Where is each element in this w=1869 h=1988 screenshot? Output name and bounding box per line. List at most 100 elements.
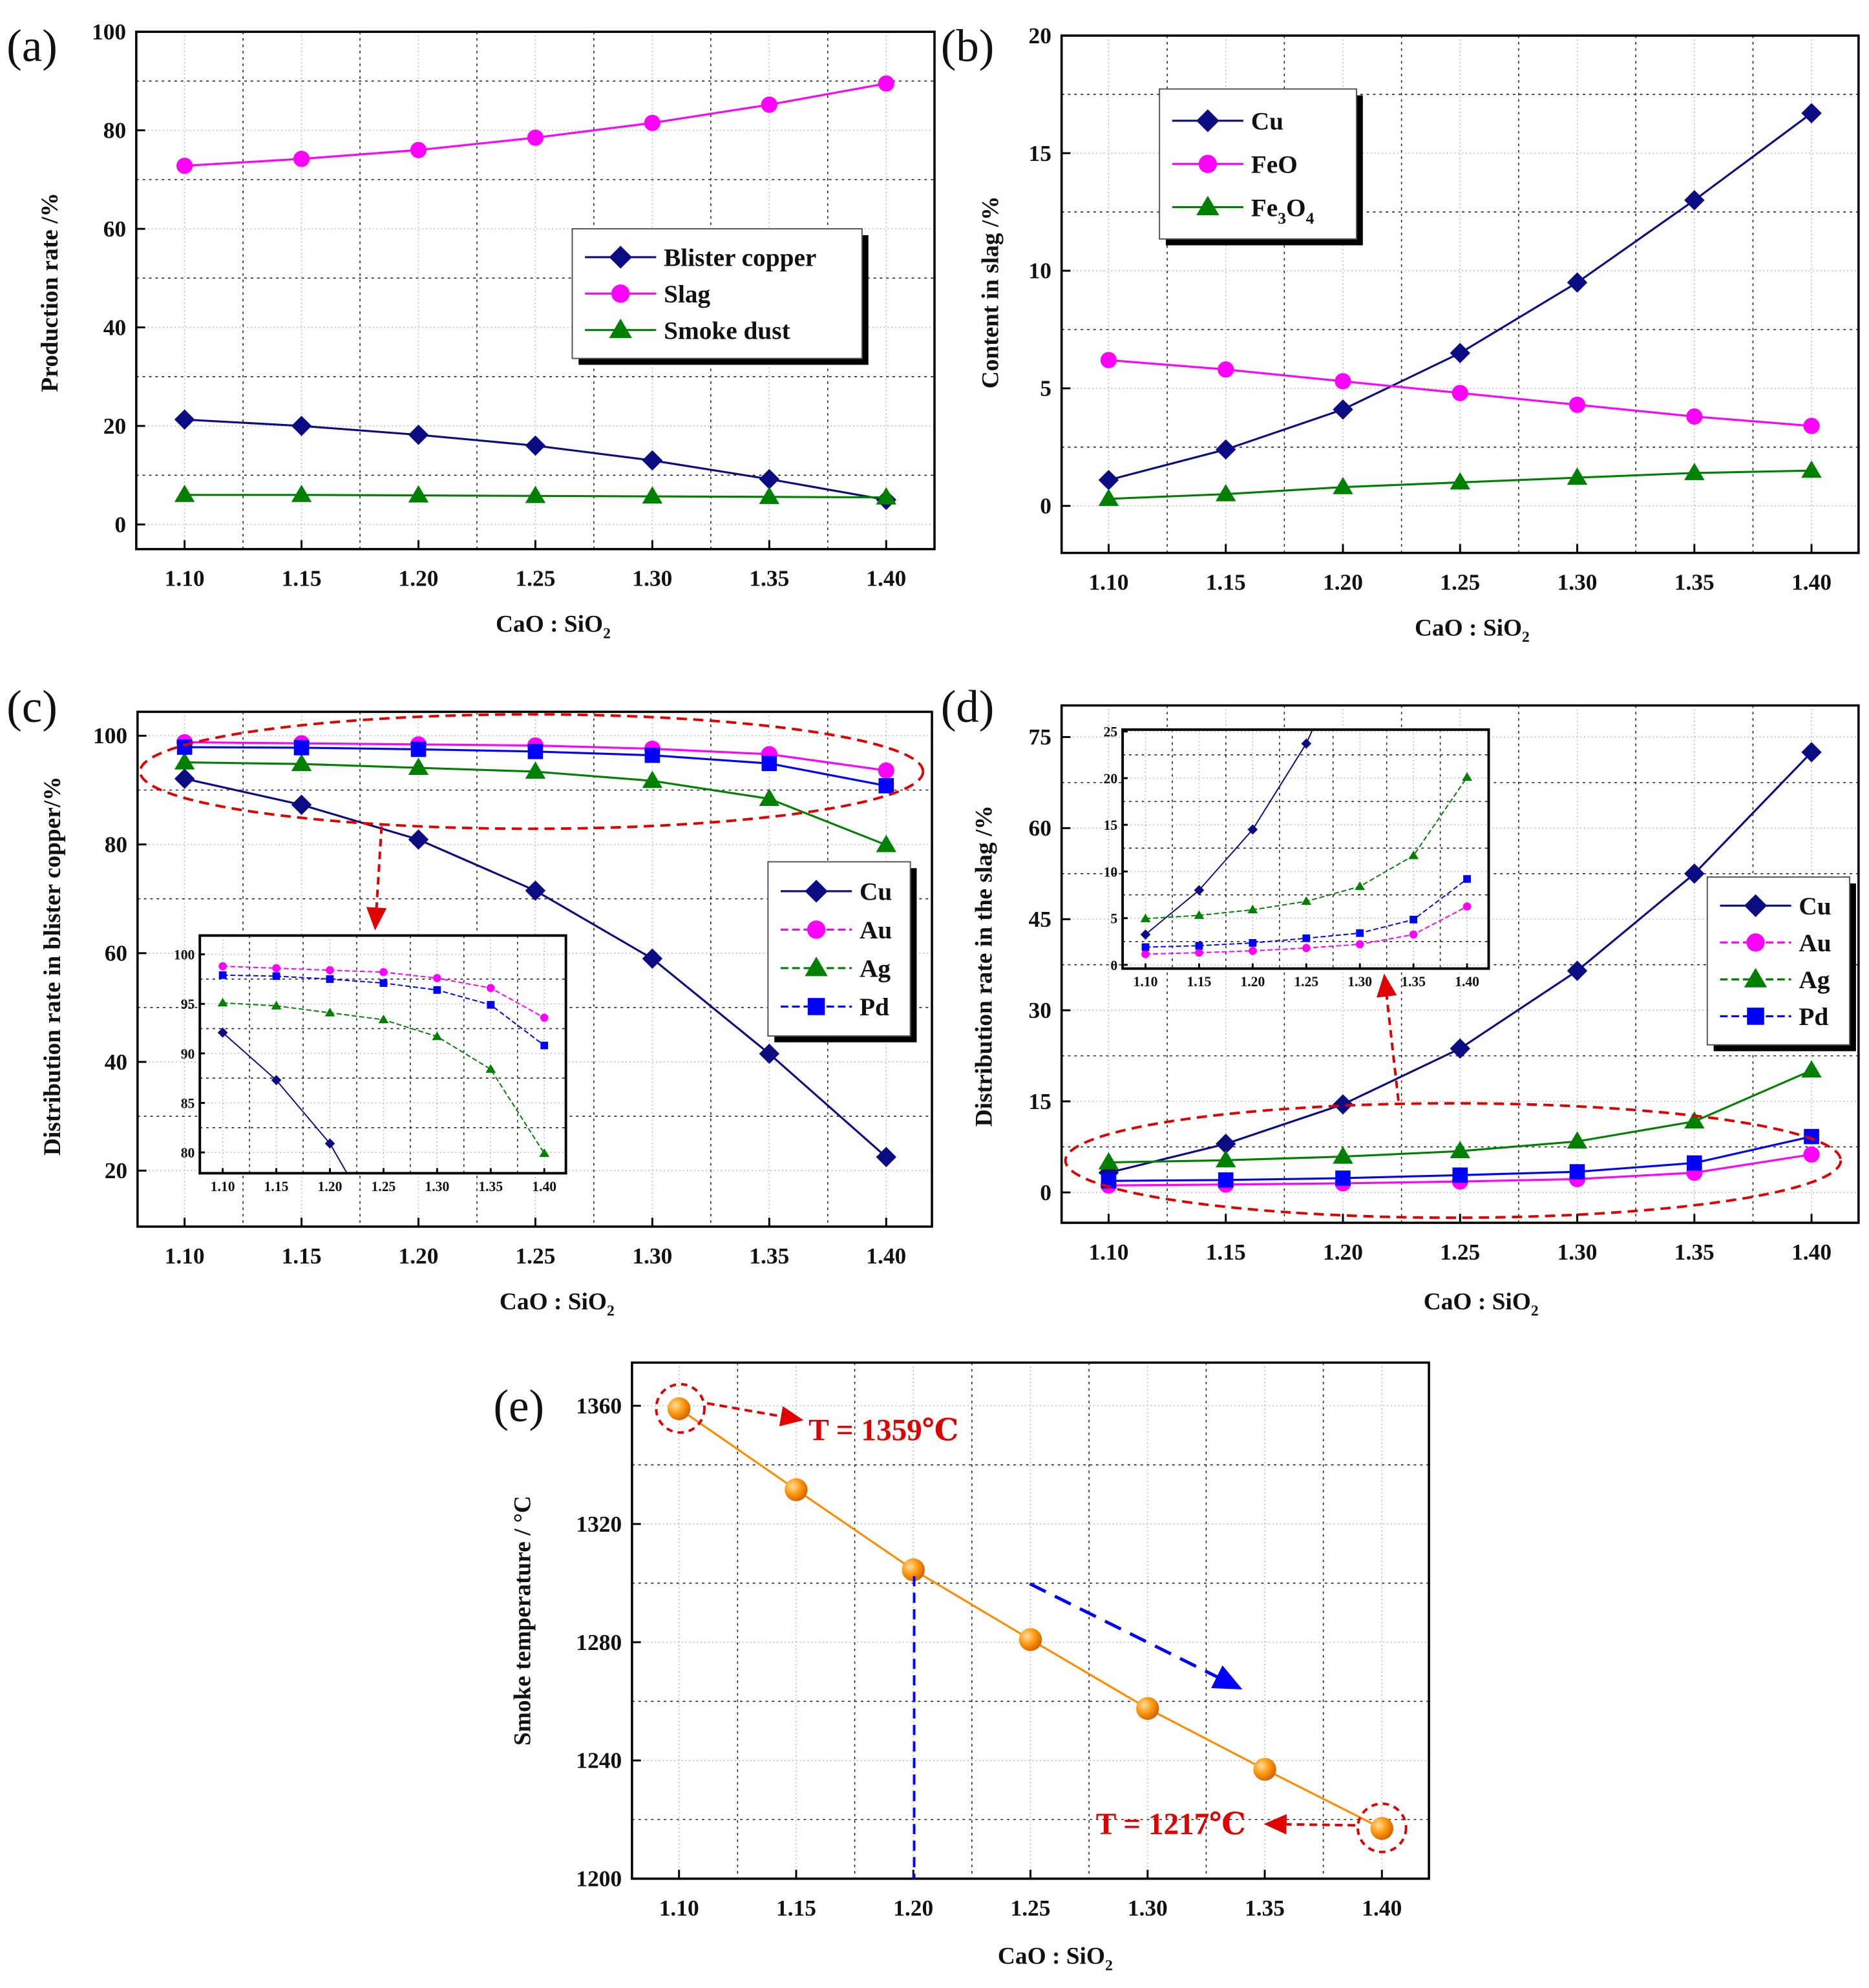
y-tick-label: 20 bbox=[105, 1158, 127, 1183]
data-point bbox=[1335, 1170, 1351, 1186]
legend-entry: Au bbox=[1720, 929, 1832, 957]
data-point bbox=[1567, 467, 1588, 485]
inset-pointer-arrow bbox=[1377, 973, 1400, 1101]
data-point bbox=[1218, 1172, 1234, 1188]
data-point bbox=[432, 1031, 443, 1041]
data-point bbox=[326, 975, 334, 983]
panel-label: (b) bbox=[941, 21, 995, 71]
max-temperature-label: T = 1359℃ bbox=[808, 1413, 958, 1447]
x-tick-label: 1.40 bbox=[1791, 1239, 1832, 1265]
x-tick-label: 1.35 bbox=[1674, 1239, 1715, 1265]
inset-chart: 0 5 10 15 20 25 1.10 1.15 1.20 1.25 1.30 1.35 1.40 bbox=[1104, 619, 1490, 989]
data-point bbox=[218, 962, 227, 971]
highlight-ellipse bbox=[138, 713, 925, 830]
legend-label: Ag bbox=[1799, 966, 1830, 994]
data-point bbox=[1686, 408, 1703, 425]
data-point bbox=[408, 757, 429, 776]
data-point bbox=[379, 979, 388, 987]
data-point bbox=[876, 834, 896, 852]
legend-marker bbox=[807, 920, 826, 939]
x-tick-label: 1.20 bbox=[1323, 569, 1363, 595]
data-point bbox=[642, 486, 663, 504]
x-tick-label: 1.30 bbox=[632, 566, 672, 591]
legend-label: Pd bbox=[860, 993, 889, 1021]
inset-grid bbox=[200, 935, 566, 1174]
y-tick-label: 20 bbox=[103, 413, 126, 439]
legend-label: FeO bbox=[1251, 150, 1298, 178]
data-point bbox=[525, 761, 546, 779]
data-point bbox=[1462, 902, 1472, 911]
inset-plot-frame bbox=[1121, 728, 1490, 970]
panel-label: (e) bbox=[494, 1381, 545, 1432]
data-point bbox=[1803, 418, 1820, 434]
inset-series-ag bbox=[217, 997, 550, 1158]
data-point bbox=[878, 75, 894, 92]
data-point bbox=[176, 157, 193, 174]
x-tick-label: 1.30 bbox=[1128, 1895, 1168, 1921]
min-arrow bbox=[1263, 1814, 1356, 1835]
legend-label: Ag bbox=[860, 955, 891, 983]
series-pd bbox=[1101, 1128, 1819, 1189]
data-point bbox=[1195, 948, 1203, 957]
data-point bbox=[1098, 470, 1119, 491]
y-tick-label: 5 bbox=[1110, 911, 1117, 927]
legend-label: Au bbox=[1799, 929, 1831, 957]
data-point bbox=[218, 971, 227, 979]
inset-series-ag bbox=[1140, 772, 1472, 922]
panel-label: (d) bbox=[941, 682, 995, 732]
x-tick-label: 1.35 bbox=[749, 566, 789, 591]
data-point bbox=[525, 485, 546, 503]
data-point bbox=[174, 409, 195, 430]
data-point bbox=[1194, 910, 1205, 919]
y-tick-label: 85 bbox=[181, 1095, 195, 1111]
data-point bbox=[485, 1528, 496, 1539]
y-tick-label: 40 bbox=[103, 314, 126, 340]
y-axis-title: Distribution rate in blister copper/% bbox=[39, 776, 66, 1156]
data-point bbox=[1684, 463, 1705, 480]
x-tick-label: 1.10 bbox=[1134, 974, 1158, 989]
data-point bbox=[759, 788, 780, 806]
x-axis-title: CaO : SiO2 bbox=[1415, 615, 1530, 646]
data-point bbox=[1452, 1167, 1468, 1183]
data-point bbox=[1355, 619, 1365, 629]
x-tick-label: 1.40 bbox=[1791, 569, 1832, 595]
data-point bbox=[1804, 1128, 1819, 1145]
legend-entry: Cu bbox=[781, 878, 892, 906]
data-point bbox=[1567, 1131, 1588, 1149]
legend-marker bbox=[805, 880, 828, 903]
x-tick-label: 1.35 bbox=[749, 1243, 789, 1269]
data-point bbox=[1249, 946, 1257, 955]
x-tick-label: 1.10 bbox=[165, 566, 205, 591]
min-temperature-label: T = 1217℃ bbox=[1096, 1808, 1246, 1841]
y-tick-label: 1280 bbox=[576, 1629, 622, 1655]
data-point bbox=[1141, 949, 1150, 958]
legend-marker bbox=[609, 318, 632, 339]
data-point bbox=[759, 469, 780, 490]
data-point bbox=[1462, 772, 1472, 781]
legend-marker bbox=[1198, 154, 1218, 173]
data-point bbox=[378, 1014, 389, 1024]
x-tick-label: 1.40 bbox=[866, 566, 906, 591]
x-tick-label: 1.15 bbox=[1187, 974, 1211, 989]
x-tick-label: 1.35 bbox=[1401, 974, 1426, 989]
data-point bbox=[539, 1717, 549, 1727]
data-point bbox=[540, 1041, 549, 1050]
max-highlight-circle bbox=[655, 1382, 706, 1434]
y-tick-label: 0 bbox=[1040, 493, 1051, 519]
data-point bbox=[1302, 944, 1311, 953]
y-tick-label: 1360 bbox=[576, 1393, 622, 1419]
x-tick-label: 1.35 bbox=[1245, 1895, 1285, 1921]
series-pd bbox=[176, 739, 894, 794]
data-point bbox=[1684, 190, 1705, 211]
data-point bbox=[1335, 373, 1351, 390]
data-point bbox=[217, 1027, 228, 1038]
data-point bbox=[644, 747, 660, 763]
y-tick-label: 1320 bbox=[576, 1511, 622, 1537]
y-tick-label: 10 bbox=[1029, 258, 1051, 284]
x-tick-label: 1.20 bbox=[318, 1179, 343, 1194]
chart-panel-c: 20 40 60 80 100 1.10 1.15 1.20 1.25 1.30 1.35 1.40 (… bbox=[6, 682, 933, 1727]
data-point bbox=[1684, 1111, 1705, 1129]
data-point bbox=[1355, 881, 1366, 891]
legend: Cu Au Ag Pd bbox=[1706, 876, 1856, 1052]
legend-marker bbox=[611, 284, 630, 303]
